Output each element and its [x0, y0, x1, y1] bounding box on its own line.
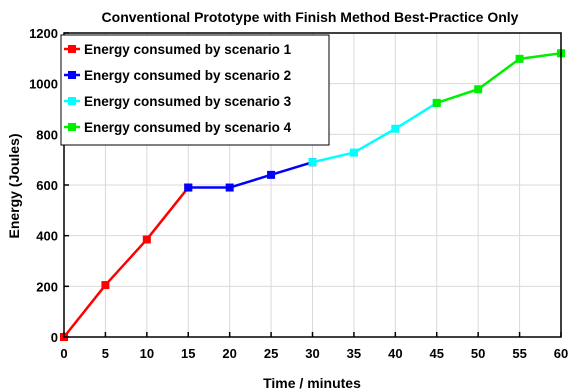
series-1-point [142, 235, 151, 244]
legend-swatch-marker [68, 71, 76, 79]
chart-title: Conventional Prototype with Finish Metho… [102, 9, 519, 25]
legend-swatch-marker [68, 123, 76, 131]
legend-item-3: Energy consumed by scenario 3 [64, 94, 292, 109]
legend-label: Energy consumed by scenario 2 [84, 68, 291, 83]
x-tick-label: 10 [140, 346, 154, 361]
series-1-line [63, 186, 190, 338]
series-3-point [308, 158, 317, 167]
legend-label: Energy consumed by scenario 1 [84, 42, 292, 57]
x-tick-label: 40 [388, 346, 402, 361]
x-axis-label: Time / minutes [263, 375, 361, 391]
series-2-point [267, 170, 276, 179]
y-tick-label: 1200 [29, 26, 58, 41]
series-layer [60, 49, 565, 341]
legend-swatch-marker [68, 97, 76, 105]
x-tick-label: 25 [264, 346, 278, 361]
series-3-point [391, 124, 400, 133]
series-2-point [184, 183, 193, 192]
series-4-point [515, 54, 524, 63]
y-tick-label: 600 [36, 178, 58, 193]
x-tick-label: 60 [554, 346, 568, 361]
legend-label: Energy consumed by scenario 3 [84, 94, 292, 109]
legend-label: Energy consumed by scenario 4 [84, 120, 292, 135]
x-tick-label: 35 [347, 346, 361, 361]
legend-swatch-marker [68, 45, 76, 53]
x-tick-label: 55 [512, 346, 526, 361]
series-2-point [225, 183, 234, 192]
y-axis-label: Energy (Joules) [6, 133, 22, 238]
plot-frame [63, 32, 562, 338]
series-4-line [436, 52, 562, 105]
legend-box [60, 34, 330, 146]
y-tick-label: 1000 [29, 77, 58, 92]
legend-item-1: Energy consumed by scenario 1 [64, 42, 292, 57]
y-tick-label: 800 [36, 127, 58, 142]
series-2-line [188, 161, 313, 189]
legend-item-2: Energy consumed by scenario 2 [64, 68, 291, 83]
legend: Energy consumed by scenario 1 Energy cons… [60, 34, 330, 146]
series-3-line [312, 101, 438, 164]
series-3-point [349, 148, 358, 157]
tick-labels: 0 5 10 15 20 25 30 35 40 45 50 55 600200400600800100… [29, 26, 568, 361]
x-tick-label: 50 [471, 346, 485, 361]
y-tick-label: 0 [51, 330, 58, 345]
series-4-point [432, 98, 441, 107]
y-tick-label: 200 [36, 279, 58, 294]
series-4-point [474, 85, 483, 94]
legend-item-4: Energy consumed by scenario 4 [64, 120, 292, 135]
x-tick-label: 0 [60, 346, 67, 361]
x-tick-label: 20 [222, 346, 236, 361]
x-tick-label: 15 [181, 346, 195, 361]
x-tick-label: 5 [102, 346, 109, 361]
x-tick-label: 30 [305, 346, 319, 361]
x-tick-label: 45 [430, 346, 444, 361]
series-1-point [101, 281, 110, 290]
y-tick-label: 400 [36, 229, 58, 244]
